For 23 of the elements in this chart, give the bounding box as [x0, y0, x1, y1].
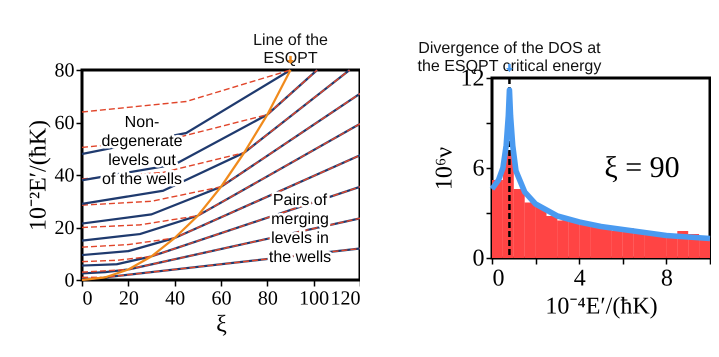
x-tick-label: 4: [574, 266, 586, 292]
annotation: ξ = 90: [604, 151, 680, 184]
y-tick-label: 60: [54, 112, 74, 134]
x-tick-label: 0: [492, 266, 504, 292]
x-tick-label: 20: [118, 288, 139, 310]
x-tick-label: 0: [82, 288, 92, 310]
x-tick-label: 8: [660, 266, 673, 292]
x-axis-title: ξ: [216, 312, 228, 338]
x-tick-label: 120: [330, 288, 360, 310]
y-axis-title: 10⁶ν: [432, 146, 458, 190]
x-tick-label: 60: [212, 288, 232, 310]
x-axis-title: 10⁻⁴E′/(ħK): [545, 294, 658, 320]
x-tick-label: 40: [165, 288, 186, 310]
y-tick-label: 20: [54, 217, 74, 239]
x-tick-label: 100: [299, 288, 330, 310]
x-tick-label: 80: [258, 288, 278, 310]
y-tick-label: 0: [472, 246, 484, 272]
y-tick-label: 40: [54, 164, 74, 186]
line-series: [80, 68, 351, 205]
y-tick-label: 80: [54, 60, 74, 82]
y-axis-title: 10⁻²E′/(ħK): [26, 120, 52, 232]
annotation: Line of the ESQPT: [253, 32, 328, 67]
y-tick-label: 6: [472, 156, 484, 182]
